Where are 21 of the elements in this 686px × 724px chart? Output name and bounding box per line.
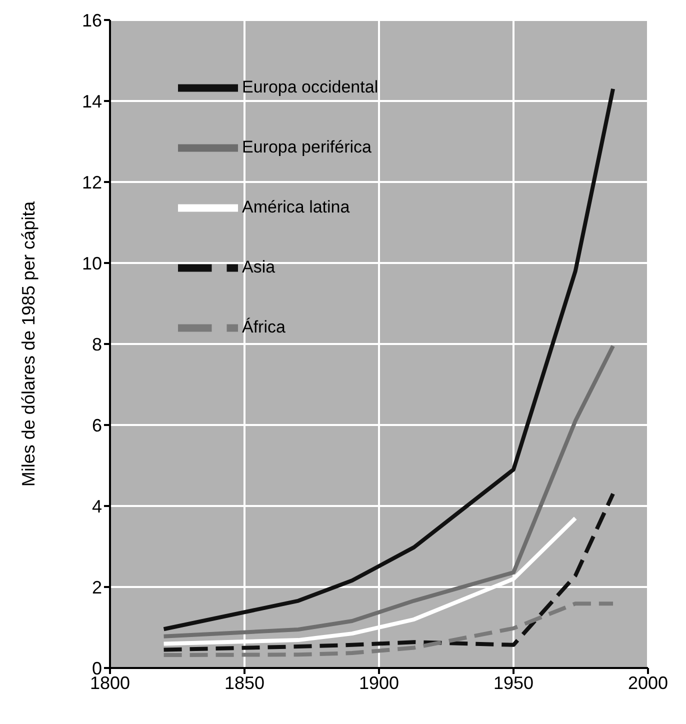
x-tick-label: 1950	[493, 672, 534, 693]
x-tick-label: 1850	[224, 672, 265, 693]
y-tick-label: 2	[92, 577, 102, 598]
line-series	[162, 602, 616, 658]
legend-label: Asia	[242, 257, 276, 276]
y-axis-title: Miles de dólares de 1985 per cápita	[18, 200, 38, 487]
y-tick-label: 14	[82, 91, 102, 112]
y-tick-label: 6	[92, 415, 102, 436]
y-tick-label: 8	[92, 334, 102, 354]
y-tick-label: 16	[82, 10, 102, 30]
y-tick-label: 4	[92, 496, 102, 516]
line-series	[162, 492, 616, 652]
x-tick-label: 2000	[628, 672, 668, 693]
legend-label: América latina	[242, 197, 350, 216]
legend-label: Europa periférica	[242, 137, 372, 156]
y-tick-label: 12	[82, 172, 102, 192]
x-tick-label: 1900	[358, 672, 400, 693]
legend-label: África	[242, 317, 286, 336]
y-tick-label: 10	[82, 253, 102, 274]
legend-label: Europa occidental	[242, 77, 378, 96]
line-series	[162, 344, 616, 638]
